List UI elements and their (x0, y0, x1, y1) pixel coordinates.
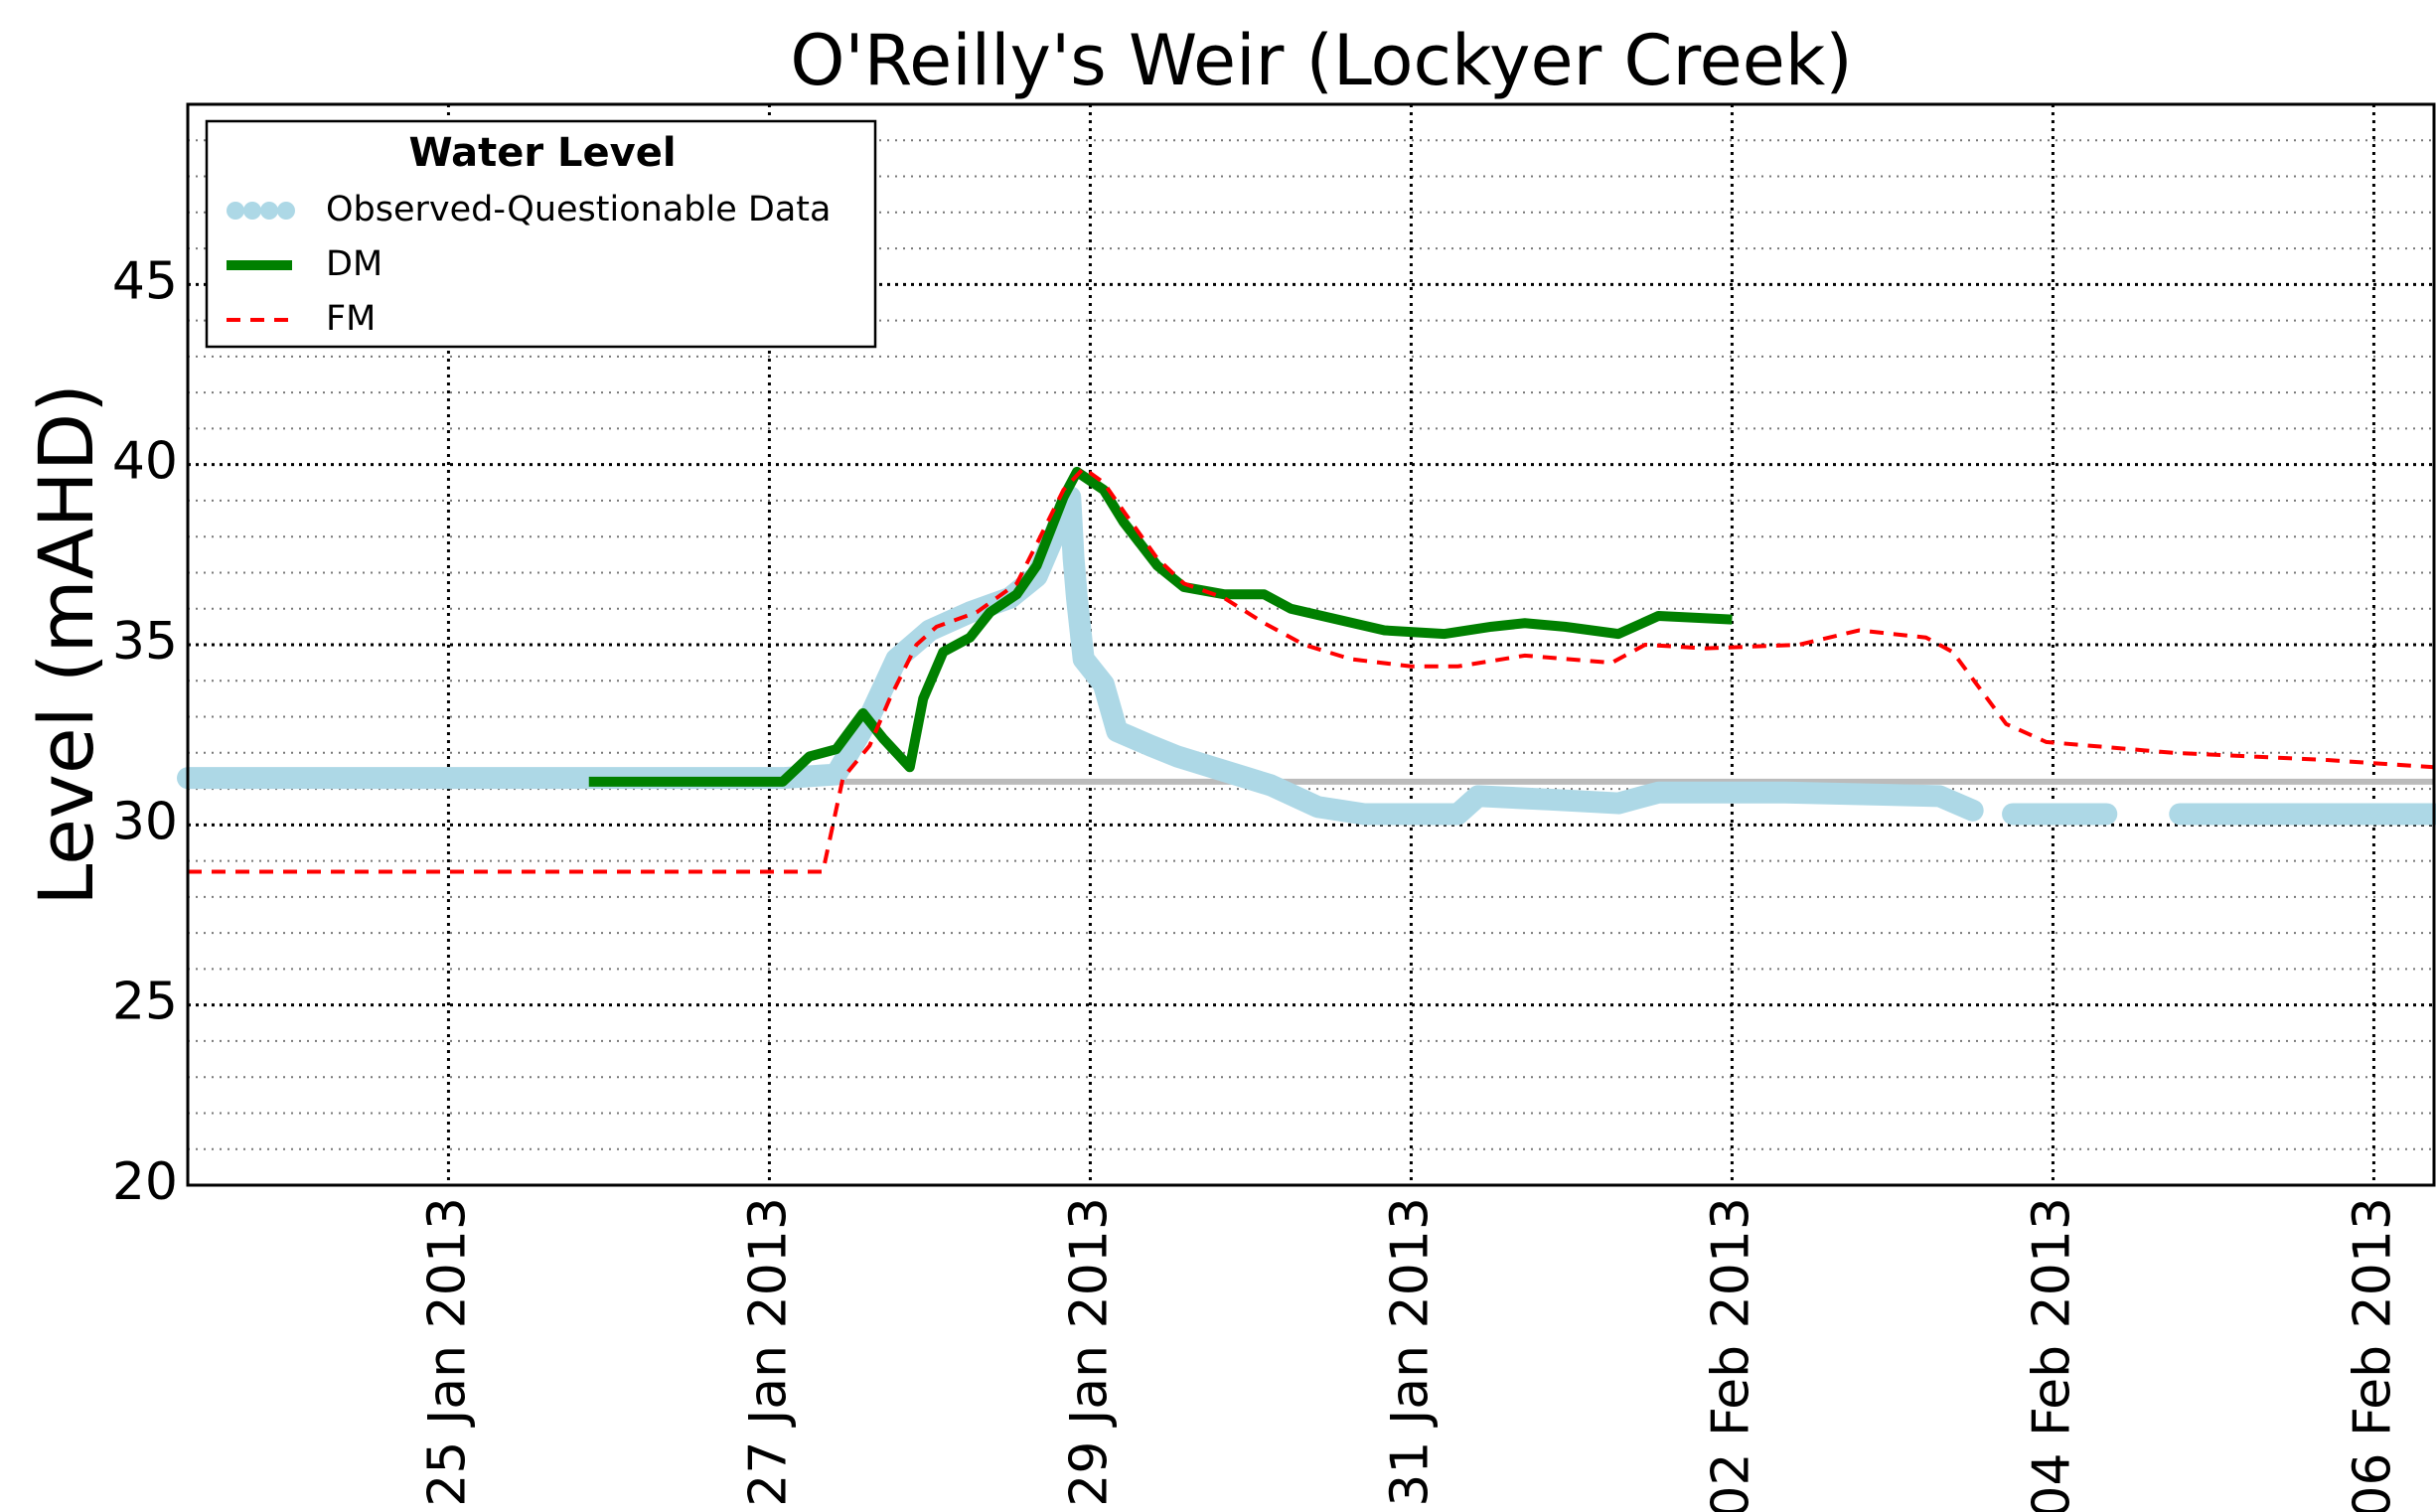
legend-title: Water Level (408, 130, 676, 176)
y-tick-label: 40 (112, 432, 178, 492)
legend-swatch (227, 202, 244, 220)
y-tick-label: 45 (112, 251, 178, 311)
x-tick-label: 06 Feb 2013 (2343, 1197, 2402, 1512)
x-tick-label: 02 Feb 2013 (1701, 1197, 1760, 1512)
series-line (588, 466, 1733, 787)
series-line (177, 486, 1984, 826)
legend-box (205, 119, 877, 349)
legend-label: DM (326, 244, 382, 284)
legend-swatch (243, 202, 261, 220)
legend-swatch (260, 202, 278, 220)
chart-title: O'Reilly's Weir (Lockyer Creek) (790, 20, 1852, 101)
y-axis-label: Level (mAHD) (22, 383, 110, 906)
axes-frame (186, 102, 2436, 1187)
x-tick-label: 29 Jan 2013 (1059, 1197, 1119, 1507)
ticks: 20 25 30 35 40 45 25 Jan 2013 27 Jan 2013 29 Jan… (112, 251, 2403, 1512)
y-tick-label: 30 (112, 792, 178, 851)
x-tick-label: 25 Jan 2013 (417, 1197, 477, 1507)
x-tick-label: 31 Jan 2013 (1380, 1197, 1440, 1507)
legend: Water Level Observed-Questionable Data DM… (205, 119, 877, 349)
legend-label: FM (326, 299, 376, 339)
y-tick-label: 25 (112, 973, 178, 1032)
y-tick-label: 35 (112, 612, 178, 672)
legend-label: Observed-Questionable Data (326, 190, 831, 229)
x-tick-label: 04 Feb 2013 (2022, 1197, 2081, 1512)
plot-area (177, 465, 2436, 874)
x-tick-label: 27 Jan 2013 (738, 1197, 798, 1507)
legend-swatch (277, 202, 295, 220)
y-tick-label: 20 (112, 1152, 178, 1212)
